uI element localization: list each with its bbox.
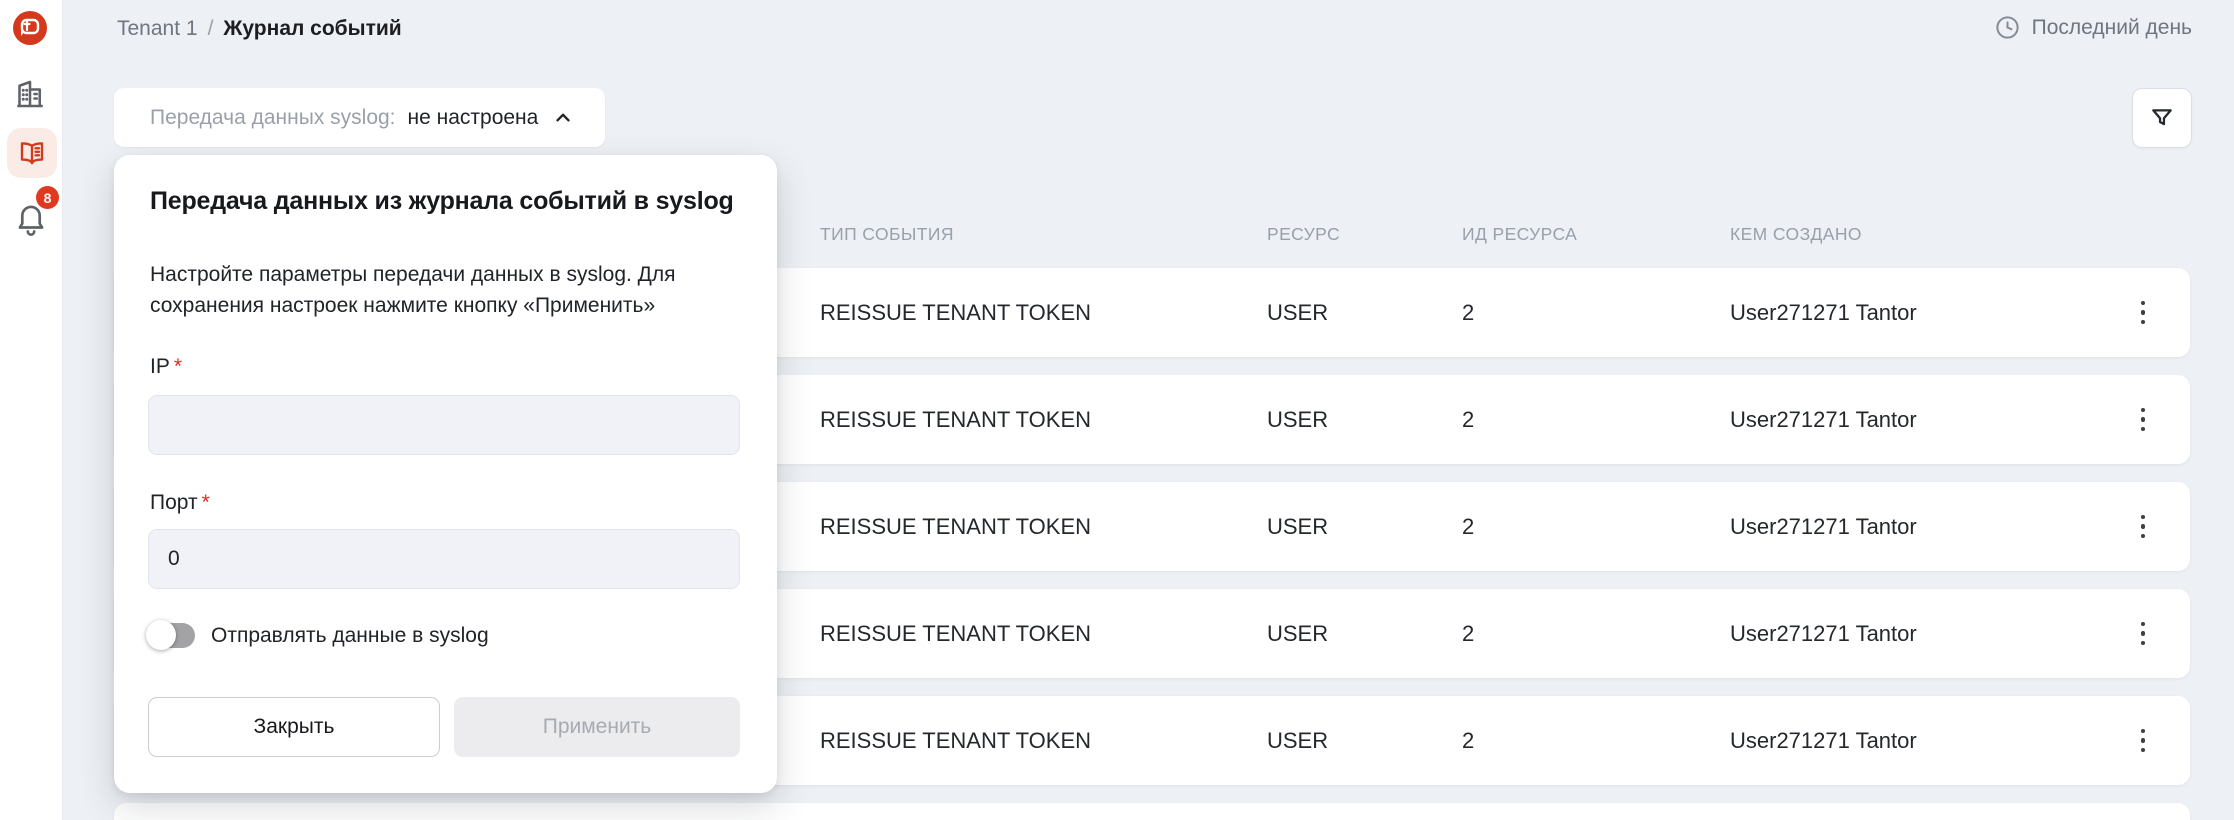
row-actions-button[interactable] bbox=[2127, 612, 2159, 656]
row-actions-button[interactable] bbox=[2127, 505, 2159, 549]
row-actions-button[interactable] bbox=[2127, 719, 2159, 763]
filter-button[interactable] bbox=[2132, 88, 2192, 148]
cell-created-by: User271271 Tantor bbox=[1730, 299, 1917, 325]
cell-resource-id: 2 bbox=[1462, 299, 1475, 325]
kebab-icon bbox=[2140, 300, 2146, 306]
cell-resource-id: 2 bbox=[1462, 513, 1475, 539]
tantor-logo-icon[interactable] bbox=[13, 11, 47, 45]
popover-title: Передача данных из журнала событий в sys… bbox=[150, 187, 734, 215]
chevron-up-icon bbox=[556, 113, 571, 121]
cell-event-type: REISSUE TENANT TOKEN bbox=[820, 299, 1092, 325]
port-input[interactable] bbox=[148, 529, 740, 589]
cell-resource: USER bbox=[1267, 620, 1329, 646]
cell-resource-id: 2 bbox=[1462, 727, 1475, 753]
filter-funnel-icon bbox=[2152, 109, 2172, 126]
cell-event-type: REISSUE TENANT TOKEN bbox=[820, 406, 1092, 432]
period-selector[interactable]: Последний день bbox=[1994, 14, 2192, 41]
cell-created-by: User271271 Tantor bbox=[1730, 406, 1917, 432]
apply-button[interactable]: Применить bbox=[454, 697, 740, 757]
required-marker: * bbox=[173, 355, 183, 378]
table-header-row: ТИП СОБЫТИЯ РЕСУРС ИД РЕСУРСА КЕМ СОЗДАН… bbox=[114, 224, 2190, 246]
table-row-partial[interactable] bbox=[114, 803, 2190, 820]
syslog-dropdown-value: не настроена bbox=[407, 105, 539, 129]
kebab-icon bbox=[2140, 621, 2146, 627]
port-field-label: Порт * bbox=[150, 491, 210, 514]
toggle-thumb bbox=[146, 620, 176, 650]
page-title: Журнал событий bbox=[223, 17, 402, 40]
cell-event-type: REISSUE TENANT TOKEN bbox=[820, 513, 1092, 539]
send-to-syslog-label: Отправлять данные в syslog bbox=[211, 623, 489, 647]
cell-resource: USER bbox=[1267, 727, 1329, 753]
popover-actions: Закрыть Применить bbox=[148, 697, 740, 757]
notifications-badge: 8 bbox=[36, 186, 59, 209]
kebab-icon bbox=[2140, 728, 2146, 734]
sidebar-item-notifications[interactable]: 8 bbox=[12, 186, 59, 238]
sidebar-item-event-log[interactable] bbox=[7, 128, 57, 178]
column-header-created-by: КЕМ СОЗДАНО bbox=[1730, 224, 1862, 244]
cell-resource-id: 2 bbox=[1462, 406, 1475, 432]
cell-resource: USER bbox=[1267, 406, 1329, 432]
syslog-dropdown-label: Передача данных syslog: bbox=[150, 105, 396, 129]
bell-icon bbox=[18, 205, 44, 236]
kebab-icon bbox=[2140, 514, 2146, 520]
send-to-syslog-row: Отправлять данные в syslog bbox=[146, 620, 489, 650]
syslog-settings-popover: Передача данных из журнала событий в sys… bbox=[114, 155, 777, 793]
journal-book-icon bbox=[20, 142, 44, 165]
sidebar: 8 bbox=[0, 0, 63, 820]
ip-input[interactable] bbox=[148, 395, 740, 455]
cell-event-type: REISSUE TENANT TOKEN bbox=[820, 727, 1092, 753]
breadcrumb-separator: / bbox=[207, 17, 214, 40]
cell-created-by: User271271 Tantor bbox=[1730, 513, 1917, 539]
syslog-transfer-dropdown-button[interactable]: Передача данных syslog: не настроена bbox=[114, 88, 605, 147]
row-actions-button[interactable] bbox=[2127, 398, 2159, 442]
close-button[interactable]: Закрыть bbox=[148, 697, 440, 757]
popover-description: Настройте параметры передачи данных в sy… bbox=[150, 263, 676, 317]
breadcrumb: Tenant 1 / Журнал событий bbox=[117, 17, 402, 41]
breadcrumb-tenant[interactable]: Tenant 1 bbox=[117, 17, 198, 40]
required-marker: * bbox=[201, 491, 210, 514]
building-icon bbox=[17, 80, 43, 108]
row-actions-button[interactable] bbox=[2127, 291, 2159, 335]
sidebar-item-organization[interactable] bbox=[10, 74, 50, 114]
cell-event-type: REISSUE TENANT TOKEN bbox=[820, 620, 1092, 646]
column-header-resource: РЕСУРС bbox=[1267, 224, 1341, 244]
kebab-icon bbox=[2140, 407, 2146, 413]
period-selector-label: Последний день bbox=[2031, 15, 2192, 39]
clock-icon bbox=[1995, 16, 2019, 39]
cell-resource: USER bbox=[1267, 299, 1329, 325]
ip-field-label: IP * bbox=[150, 355, 183, 378]
cell-resource: USER bbox=[1267, 513, 1329, 539]
column-header-resource-id: ИД РЕСУРСА bbox=[1462, 224, 1578, 244]
cell-resource-id: 2 bbox=[1462, 620, 1475, 646]
column-header-event-type: ТИП СОБЫТИЯ bbox=[820, 224, 954, 244]
cell-created-by: User271271 Tantor bbox=[1730, 620, 1917, 646]
cell-created-by: User271271 Tantor bbox=[1730, 727, 1917, 753]
send-to-syslog-toggle[interactable] bbox=[146, 620, 195, 650]
